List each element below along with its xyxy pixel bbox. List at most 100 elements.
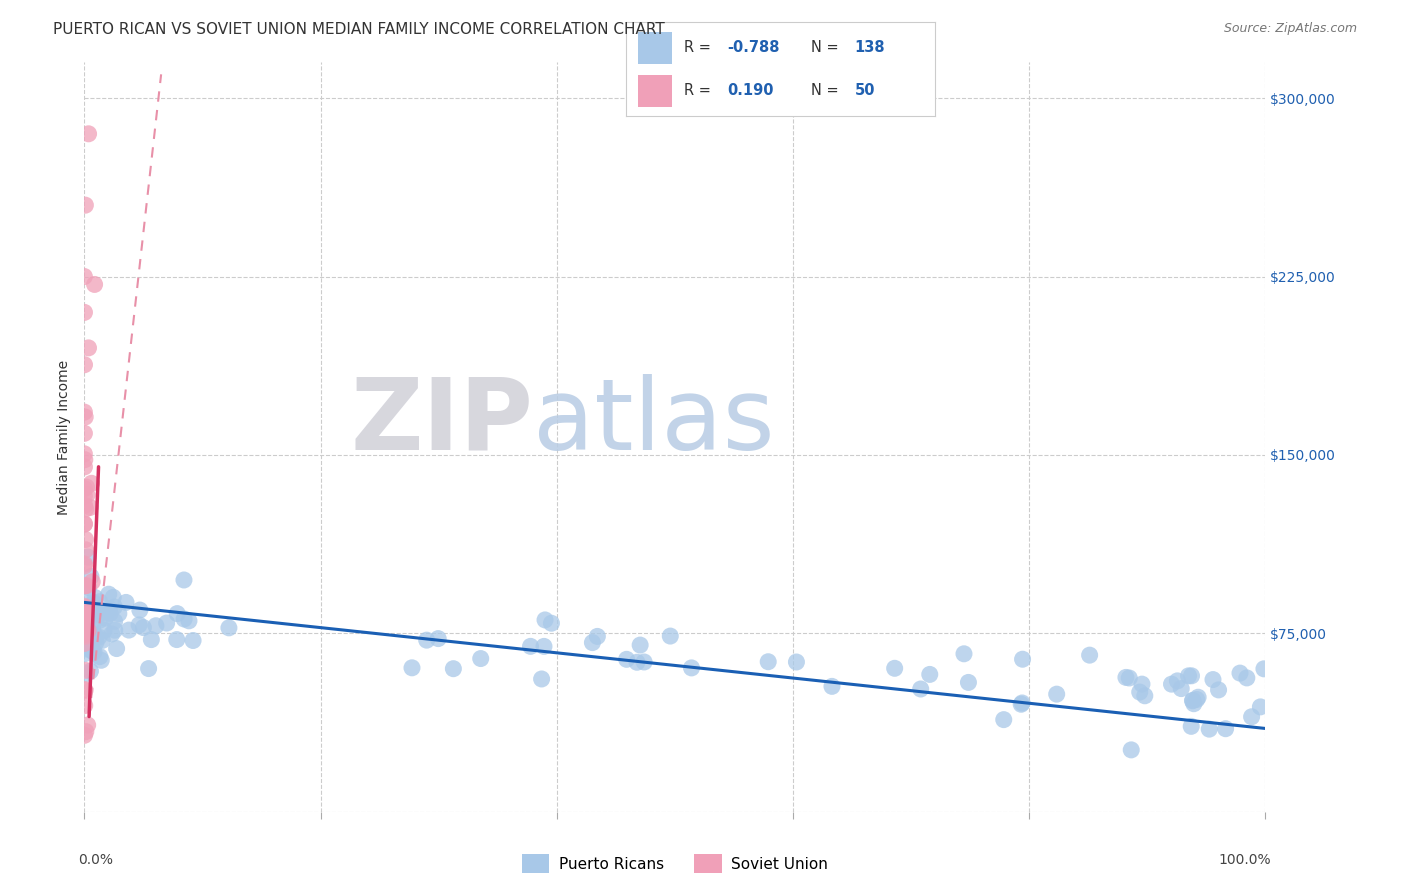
- Point: [530, 672, 553, 686]
- Point: [1236, 671, 1258, 685]
- Point: [83, 596, 105, 610]
- Point: [75, 631, 97, 645]
- Point: [75, 596, 97, 610]
- Point: [1166, 673, 1188, 688]
- Point: [79, 630, 101, 644]
- Point: [93, 624, 115, 638]
- Point: [89, 649, 111, 664]
- Point: [87, 607, 110, 622]
- Point: [91, 633, 114, 648]
- Point: [626, 655, 648, 669]
- Point: [83, 277, 105, 292]
- Point: [73, 618, 96, 632]
- Point: [628, 638, 651, 652]
- Point: [73, 626, 96, 640]
- Point: [77, 610, 100, 624]
- Point: [681, 661, 703, 675]
- Point: [132, 621, 155, 635]
- Point: [75, 579, 97, 593]
- Point: [73, 683, 96, 698]
- Point: [73, 612, 96, 626]
- Point: [75, 609, 97, 624]
- Point: [94, 604, 117, 618]
- Point: [77, 613, 100, 627]
- Point: [1046, 687, 1069, 701]
- Point: [77, 127, 100, 141]
- Point: [73, 624, 96, 639]
- Point: [84, 601, 107, 615]
- Text: ZIP: ZIP: [350, 374, 533, 471]
- Point: [76, 633, 98, 648]
- Point: [533, 640, 555, 654]
- Point: [84, 591, 107, 605]
- Point: [73, 647, 96, 661]
- Point: [73, 482, 96, 496]
- FancyBboxPatch shape: [638, 75, 672, 107]
- Point: [1215, 722, 1237, 736]
- Point: [156, 615, 179, 630]
- Point: [103, 599, 125, 614]
- Point: [80, 569, 103, 583]
- Point: [76, 480, 98, 494]
- Point: [104, 623, 127, 637]
- Point: [821, 679, 844, 693]
- Point: [73, 516, 96, 531]
- Point: [77, 604, 100, 618]
- Text: R =: R =: [685, 40, 711, 55]
- Point: [128, 618, 150, 632]
- Point: [1185, 692, 1208, 706]
- Point: [73, 452, 96, 467]
- Point: [118, 623, 141, 637]
- Point: [76, 619, 98, 633]
- Point: [1160, 677, 1182, 691]
- Point: [75, 502, 97, 516]
- Point: [73, 447, 96, 461]
- Point: [470, 651, 492, 665]
- Text: 138: 138: [855, 40, 886, 55]
- Point: [1010, 698, 1032, 712]
- Text: 0.190: 0.190: [728, 83, 775, 98]
- Point: [1187, 690, 1209, 705]
- Text: N =: N =: [811, 40, 839, 55]
- Point: [89, 604, 111, 618]
- Point: [218, 621, 240, 635]
- Point: [76, 718, 98, 732]
- Point: [80, 476, 103, 491]
- Point: [89, 614, 111, 628]
- Point: [76, 642, 98, 657]
- Text: R =: R =: [685, 83, 711, 98]
- Point: [75, 410, 97, 425]
- Point: [1180, 669, 1202, 683]
- Point: [1198, 722, 1220, 736]
- Point: [1170, 681, 1192, 696]
- Point: [77, 624, 100, 638]
- Point: [73, 640, 96, 654]
- Point: [181, 633, 204, 648]
- Point: [73, 607, 96, 621]
- Point: [1011, 652, 1033, 666]
- Point: [76, 666, 98, 681]
- Point: [89, 595, 111, 609]
- Point: [104, 615, 127, 629]
- Point: [883, 661, 905, 675]
- Point: [1202, 673, 1225, 687]
- Point: [94, 611, 117, 625]
- Point: [80, 627, 103, 641]
- Point: [756, 655, 779, 669]
- Point: [953, 647, 976, 661]
- Point: [82, 644, 104, 658]
- Point: [84, 630, 107, 644]
- Point: [115, 595, 138, 609]
- Point: [73, 728, 96, 742]
- Legend: Puerto Ricans, Soviet Union: Puerto Ricans, Soviet Union: [516, 848, 834, 879]
- Point: [659, 629, 682, 643]
- Point: [1181, 694, 1204, 708]
- Point: [73, 499, 96, 513]
- Point: [73, 489, 96, 503]
- Point: [534, 613, 557, 627]
- Point: [75, 542, 97, 557]
- Text: atlas: atlas: [533, 374, 775, 471]
- Point: [84, 635, 107, 649]
- Point: [1229, 666, 1251, 681]
- Point: [98, 601, 121, 615]
